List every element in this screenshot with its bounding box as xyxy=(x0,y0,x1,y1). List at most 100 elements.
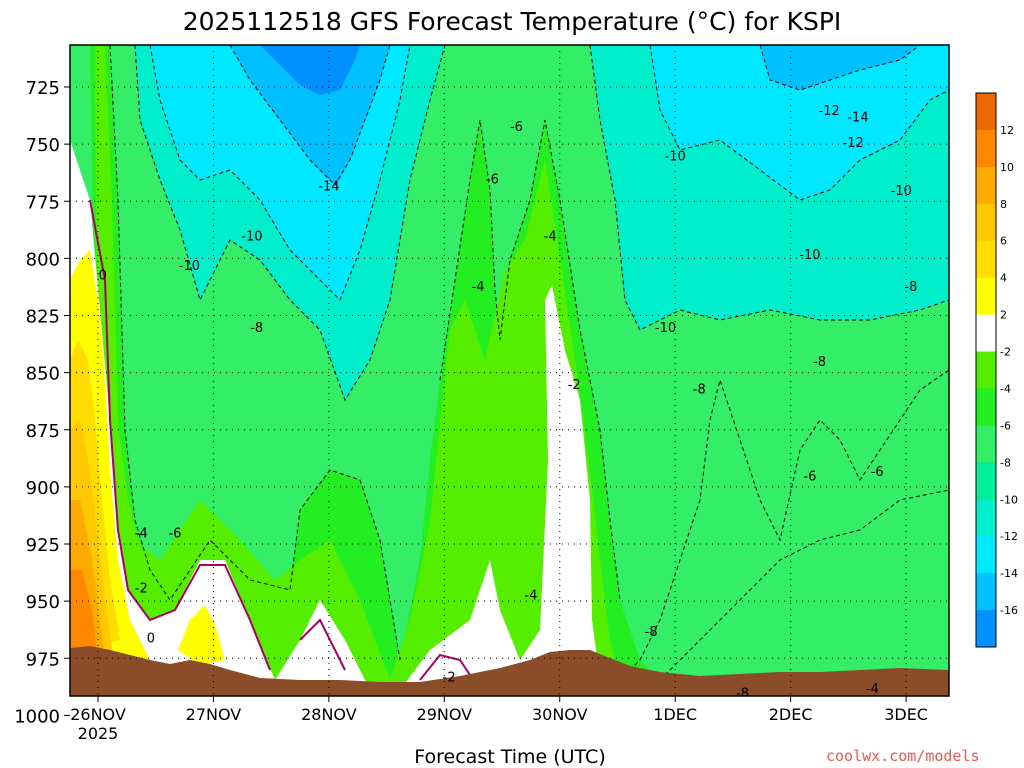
colorbar-swatch xyxy=(976,240,996,279)
contour-label: -6 xyxy=(803,469,816,484)
plot-area: -12 -14 -6 -12 -10 -14 -10 -6 -10 -4 -10 -10 0 -4 -8 -8… xyxy=(70,45,949,752)
contour-label: -4 xyxy=(279,728,292,743)
colorbar-swatch xyxy=(976,388,996,426)
colorbar-swatch xyxy=(976,499,996,537)
contour-label: -6 xyxy=(486,172,499,187)
colorbar-label: 6 xyxy=(1000,235,1007,248)
x-tick-label: 29NOV xyxy=(417,705,473,724)
contour-label: -2 xyxy=(443,671,456,686)
colorbar-swatch xyxy=(976,93,996,131)
y-tick-label: 900 xyxy=(26,478,60,499)
contour-label: -4 xyxy=(544,230,557,245)
contour-label: -10 xyxy=(241,230,262,245)
x-tick-label: 27NOV xyxy=(186,705,242,724)
contour-label: 0 xyxy=(99,268,107,283)
x-tick-label: 28NOV xyxy=(301,705,357,724)
contour-line xyxy=(134,45,446,402)
y-tick-label: 950 xyxy=(26,592,60,613)
contour-label: -10 xyxy=(891,184,912,199)
contour-label: -10 xyxy=(655,321,676,336)
contour-label: -8 xyxy=(904,280,917,295)
y-tick-label: 750 xyxy=(26,135,60,156)
contour-line xyxy=(439,119,621,601)
contour-label: -10 xyxy=(665,150,686,165)
contour-labels: -12 -14 -6 -12 -10 -14 -10 -6 -10 -4 -10 -10 0 -4 -8 -8… xyxy=(99,104,918,752)
contour-line xyxy=(759,45,921,91)
colorbar-label: -4 xyxy=(1000,382,1011,395)
contour-label: -4 xyxy=(135,527,148,542)
colorbar-label: 10 xyxy=(1000,161,1014,174)
zero-contour-line xyxy=(299,618,346,671)
contour-label: -8 xyxy=(250,321,263,336)
y-tick-label: 825 xyxy=(26,307,60,328)
field-deep-blue xyxy=(260,45,360,95)
contour-label: -4 xyxy=(472,280,485,295)
contour-label: -14 xyxy=(318,179,339,194)
colorbar-swatch xyxy=(976,314,996,353)
terrain xyxy=(70,646,949,696)
contour-label: -12 xyxy=(819,104,840,119)
colorbar-label: -12 xyxy=(1000,530,1018,543)
contour-label: -8 xyxy=(693,383,706,398)
colorbar-swatch xyxy=(976,573,996,611)
contour-label: -2 xyxy=(568,378,581,393)
contour-line xyxy=(659,489,949,681)
x-axis-label: Forecast Time (UTC) xyxy=(414,746,605,768)
colorbar-swatch xyxy=(976,351,996,389)
contour-label: -10 xyxy=(179,259,200,274)
contour-label: -8 xyxy=(645,625,658,640)
contour-label: -6 xyxy=(755,714,768,729)
field-sky-upper-right xyxy=(650,45,949,200)
contour-line xyxy=(229,45,391,186)
contour-label: -10 xyxy=(799,248,820,263)
contour-label: -2 xyxy=(135,581,148,596)
contour-label: -4 xyxy=(866,682,879,697)
colorbar-swatch xyxy=(976,425,996,463)
colorbar-label: -8 xyxy=(1000,456,1011,469)
contour-line xyxy=(109,45,401,661)
contour-label: -6 xyxy=(168,527,181,542)
colorbar-swatch xyxy=(976,536,996,574)
y-axis: 725 750 775 800 825 850 875 900 925 950 975 1000 xyxy=(14,78,70,727)
x-tick-label: 30NOV xyxy=(532,705,588,724)
colorbar-frame xyxy=(975,92,997,648)
field-lightgreen-band xyxy=(95,45,620,690)
field-orange-3 xyxy=(70,570,98,665)
y-tick-label: 775 xyxy=(26,192,60,213)
colorbar-label: -16 xyxy=(1000,604,1018,617)
plot-frame xyxy=(69,44,950,697)
y-tick-label: 1000 xyxy=(14,706,60,727)
y-tick-label: 975 xyxy=(26,649,60,670)
x-tick-label: 1DEC xyxy=(653,705,697,724)
field-blue-core xyxy=(230,45,390,185)
contour-label: -6 xyxy=(390,737,403,752)
y-tick-label: 875 xyxy=(26,421,60,442)
contour-label: -12 xyxy=(843,136,864,151)
y-tick-label: 925 xyxy=(26,535,60,556)
contour-label: -4 xyxy=(524,588,537,603)
credit-text: coolwx.com/models xyxy=(826,747,980,765)
zero-contours xyxy=(89,199,471,681)
x-tick-sublabel: 2025 xyxy=(78,724,119,743)
contour-label: 0 xyxy=(147,632,155,647)
contour-label: -14 xyxy=(847,111,868,126)
colorbar-label: -14 xyxy=(1000,567,1018,580)
x-tick-label: 26NOV xyxy=(70,705,126,724)
colorbar-swatch xyxy=(976,277,996,316)
contour-line xyxy=(149,45,411,301)
contour-label: -6 xyxy=(510,120,523,135)
field-yellow-blob-27nov xyxy=(178,605,225,665)
contour-line xyxy=(589,45,949,331)
colorbar-label: -10 xyxy=(1000,493,1018,506)
contour-label: -6 xyxy=(871,465,884,480)
colorbar-label: -6 xyxy=(1000,419,1011,432)
contour-label: -8 xyxy=(736,687,749,702)
contour-line xyxy=(649,45,949,201)
y-tick-label: 800 xyxy=(26,249,60,270)
contour-line xyxy=(619,369,949,681)
x-tick-label: 3DEC xyxy=(884,705,928,724)
colorbar-swatch xyxy=(976,129,996,168)
colorbar-label: 8 xyxy=(1000,198,1007,211)
colorbar-label: 2 xyxy=(1000,309,1007,322)
